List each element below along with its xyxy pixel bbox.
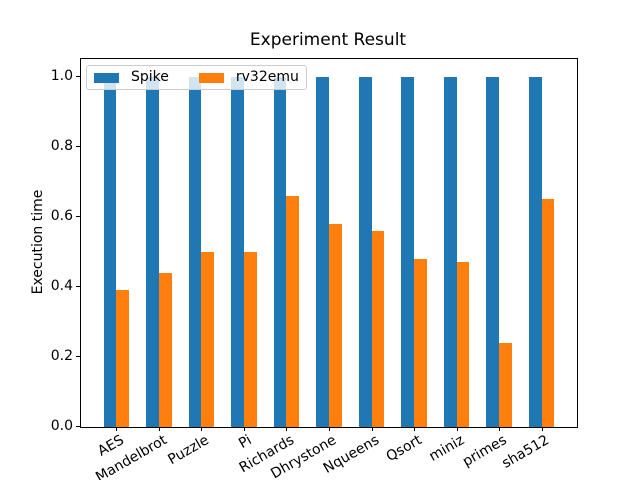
x-tick-mark (499, 427, 501, 431)
chart-title: Experiment Result (249, 30, 407, 50)
bar-rv32emu-Richards (286, 195, 300, 427)
bar-rv32emu-sha512 (541, 199, 555, 427)
legend-item-spike: Spike (94, 70, 169, 85)
bar-rv32emu-AES (116, 290, 130, 427)
legend: Spike rv32emu (86, 65, 307, 90)
legend-label-rv32emu: rv32emu (235, 69, 299, 85)
bar-spike-Mandelbrot (146, 76, 159, 427)
y-tick-label-1.0: 1.0 (50, 67, 73, 84)
bar-spike-miniz (443, 76, 457, 427)
bar-rv32emu-primes (499, 342, 512, 427)
bar-spike-Richards (273, 76, 287, 427)
x-tick-mark (286, 427, 288, 431)
bar-rv32emu-Puzzle (201, 251, 215, 427)
bar-rv32emu-Dhrystone (329, 223, 342, 427)
bar-spike-sha512 (528, 76, 542, 427)
y-tick-mark (76, 285, 80, 287)
x-tick-label-sha512: sha512 (499, 432, 553, 472)
bar-spike-Dhrystone (316, 76, 329, 427)
x-tick-mark (329, 427, 330, 431)
legend-label-spike: Spike (131, 69, 169, 85)
y-tick-label-0.8: 0.8 (50, 137, 73, 154)
x-tick-mark (541, 427, 543, 431)
spike-swatch-icon (94, 72, 119, 83)
y-tick-label-0.6: 0.6 (50, 207, 73, 224)
legend-item-rv32emu: rv32emu (198, 69, 299, 85)
y-tick-mark (76, 215, 80, 217)
x-tick-mark (116, 427, 118, 431)
bar-spike-Puzzle (188, 76, 202, 427)
bar-spike-Qsort (401, 76, 415, 427)
y-tick-mark (76, 75, 80, 77)
y-tick-label-0.2: 0.2 (50, 347, 73, 364)
bar-rv32emu-Qsort (414, 258, 427, 427)
y-tick-mark (76, 426, 80, 427)
bar-spike-Pi (231, 76, 244, 427)
y-tick-mark (76, 355, 80, 357)
x-tick-label-miniz: miniz (426, 432, 468, 465)
x-tick-mark (201, 427, 203, 431)
y-tick-label-0.0: 0.0 (50, 418, 73, 434)
x-tick-mark (243, 427, 245, 431)
plot-area: Spike rv32emu AES Mandelbrot Puzzle Pi Richa… (80, 58, 578, 480)
bar-rv32emu-Mandelbrot (158, 272, 172, 427)
bar-rv32emu-Pi (243, 251, 257, 427)
x-tick-mark (414, 427, 416, 431)
y-tick-label-0.4: 0.4 (50, 277, 73, 294)
y-tick-mark (76, 145, 80, 147)
x-tick-label-Pi: Pi (236, 432, 255, 453)
x-tick-label-Qsort: Qsort (383, 432, 425, 466)
bar-spike-AES (103, 76, 117, 427)
bar-spike-Nqueens (358, 76, 372, 427)
x-tick-mark (158, 427, 160, 431)
x-tick-mark (456, 427, 458, 431)
bar-spike-primes (486, 76, 500, 427)
bar-rv32emu-Nqueens (371, 230, 385, 427)
x-tick-label-Puzzle: Puzzle (165, 432, 212, 469)
x-tick-mark (371, 427, 373, 431)
x-axis-labels: AES Mandelbrot Puzzle Pi Richards Dhrystone Nq… (81, 431, 577, 480)
rv32emu-swatch-icon (198, 72, 224, 83)
bar-rv32emu-miniz (456, 262, 470, 427)
